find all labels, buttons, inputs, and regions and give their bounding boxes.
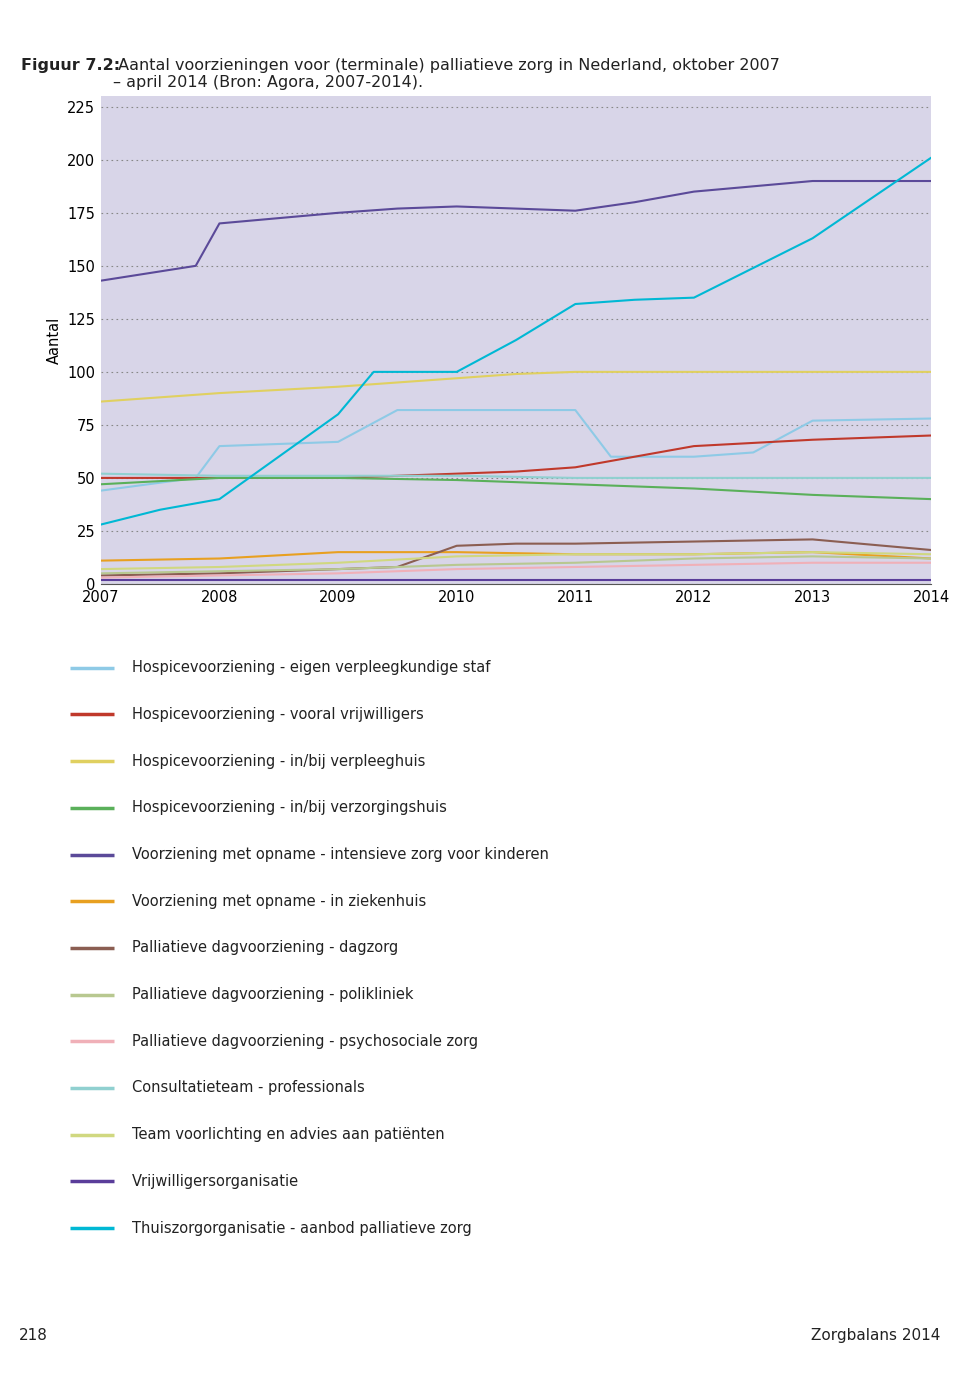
Text: Vrijwilligersorganisatie: Vrijwilligersorganisatie xyxy=(132,1173,300,1189)
Text: Voorziening met opname - intensieve zorg voor kinderen: Voorziening met opname - intensieve zorg… xyxy=(132,846,549,861)
Text: Hospicevoorziening - eigen verpleegkundige staf: Hospicevoorziening - eigen verpleegkundi… xyxy=(132,661,491,675)
Text: Hospicevoorziening - in/bij verpleeghuis: Hospicevoorziening - in/bij verpleeghuis xyxy=(132,753,425,768)
Text: Figuur 7.2:: Figuur 7.2: xyxy=(21,58,120,73)
Text: Hospicevoorziening - in/bij verzorgingshuis: Hospicevoorziening - in/bij verzorgingsh… xyxy=(132,800,447,815)
Text: Team voorlichting en advies aan patiënten: Team voorlichting en advies aan patiënte… xyxy=(132,1127,444,1142)
Text: Hospicevoorziening - vooral vrijwilligers: Hospicevoorziening - vooral vrijwilliger… xyxy=(132,708,424,721)
Text: Consultatieteam - professionals: Consultatieteam - professionals xyxy=(132,1080,365,1095)
Text: Palliatieve dagvoorziening - polikliniek: Palliatieve dagvoorziening - polikliniek xyxy=(132,987,414,1002)
Text: 218: 218 xyxy=(19,1329,48,1342)
Text: Palliatieve dagvoorziening - dagzorg: Palliatieve dagvoorziening - dagzorg xyxy=(132,940,398,955)
Text: Zorgbalans 2014: Zorgbalans 2014 xyxy=(811,1329,941,1342)
Text: Aantal voorzieningen voor (terminale) palliatieve zorg in Nederland, oktober 200: Aantal voorzieningen voor (terminale) pa… xyxy=(113,58,780,91)
Text: Voorziening met opname - in ziekenhuis: Voorziening met opname - in ziekenhuis xyxy=(132,893,426,908)
Text: Thuiszorgorganisatie - aanbod palliatieve zorg: Thuiszorgorganisatie - aanbod palliatiev… xyxy=(132,1220,472,1235)
Y-axis label: Aantal: Aantal xyxy=(47,316,61,364)
Text: Palliatieve dagvoorziening - psychosociale zorg: Palliatieve dagvoorziening - psychosocia… xyxy=(132,1033,478,1048)
